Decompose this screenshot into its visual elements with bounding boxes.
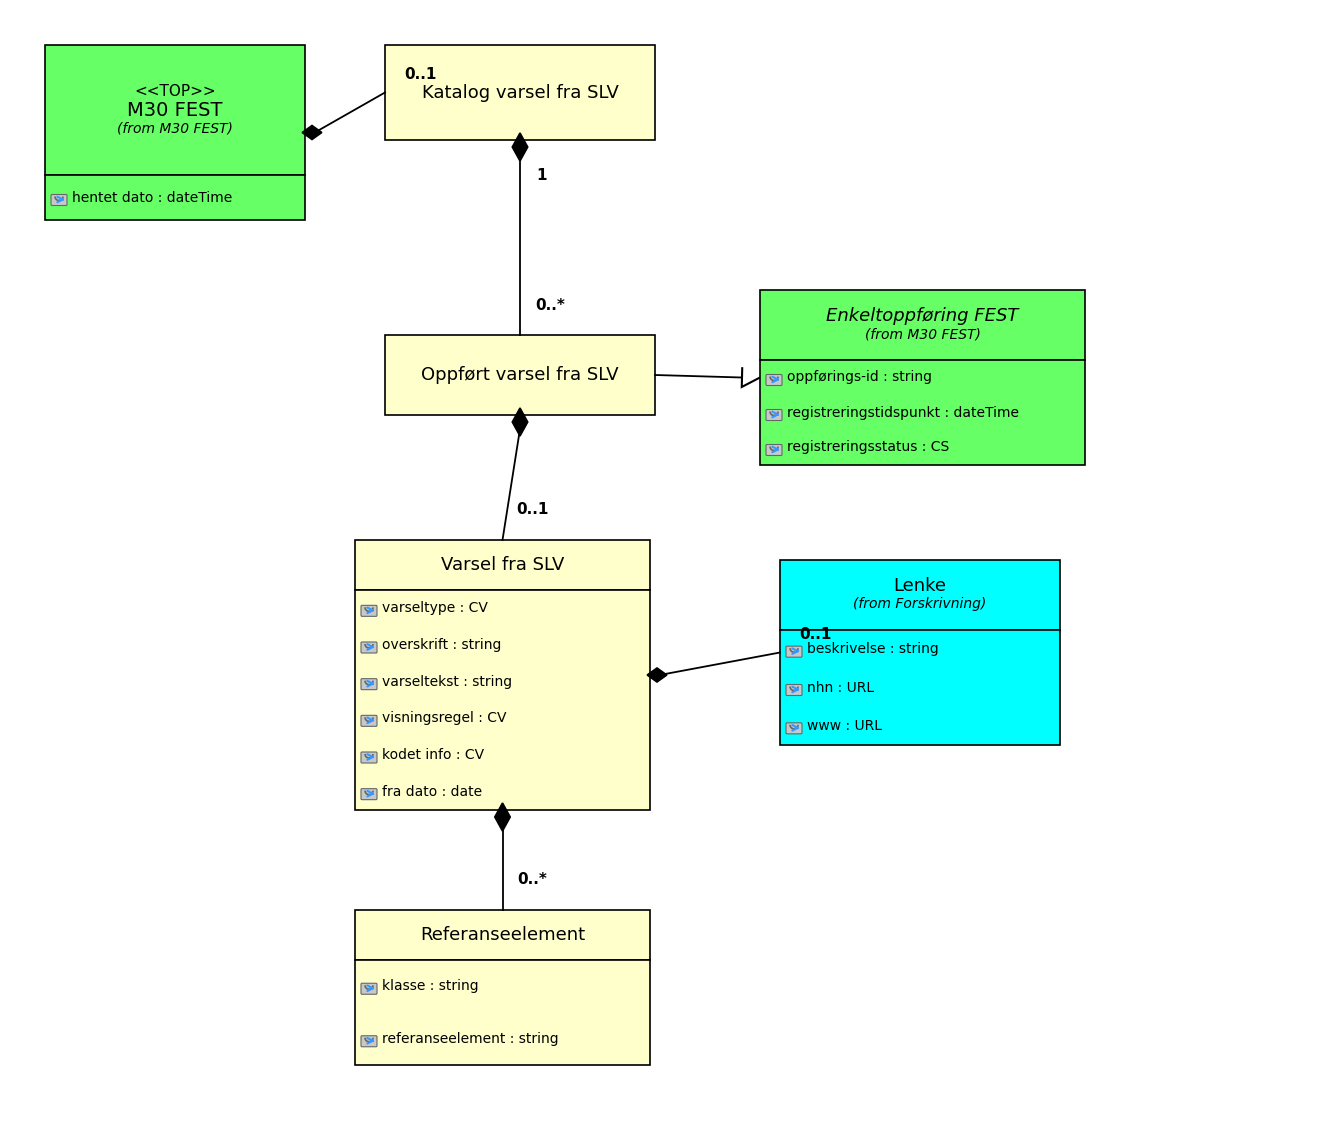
Text: M30 FEST: M30 FEST [127, 101, 223, 120]
FancyBboxPatch shape [361, 605, 377, 617]
Text: 0..*: 0..* [517, 872, 547, 888]
Text: registreringsstatus : CS: registreringsstatus : CS [787, 441, 949, 454]
Text: 1: 1 [536, 167, 547, 183]
Bar [385, 335, 655, 415]
FancyBboxPatch shape [766, 409, 782, 420]
Bar [356, 910, 650, 960]
Text: Referanseelement: Referanseelement [420, 926, 586, 944]
Text: fra dato : date: fra dato : date [382, 785, 483, 798]
FancyBboxPatch shape [786, 685, 802, 695]
FancyBboxPatch shape [786, 723, 802, 734]
Text: overskrift : string: overskrift : string [382, 638, 501, 652]
Polygon shape [512, 408, 528, 436]
Text: nhn : URL: nhn : URL [808, 680, 874, 695]
Text: (from M30 FEST): (from M30 FEST) [865, 327, 980, 341]
FancyBboxPatch shape [786, 646, 802, 657]
Bar [356, 540, 650, 590]
FancyBboxPatch shape [361, 715, 377, 726]
Bar [759, 360, 1086, 465]
Text: 0..1: 0..1 [798, 627, 832, 642]
FancyBboxPatch shape [51, 195, 67, 205]
Text: <<TOP>>: <<TOP>> [134, 84, 215, 100]
Text: visningsregel : CV: visningsregel : CV [382, 712, 507, 725]
Text: (from M30 FEST): (from M30 FEST) [118, 121, 233, 135]
Bar [45, 45, 305, 175]
FancyBboxPatch shape [361, 789, 377, 799]
Polygon shape [495, 803, 511, 831]
FancyBboxPatch shape [766, 445, 782, 455]
FancyBboxPatch shape [361, 752, 377, 763]
Text: 0..1: 0..1 [404, 67, 436, 82]
Text: kodet info : CV: kodet info : CV [382, 748, 484, 762]
Text: varseltekst : string: varseltekst : string [382, 675, 512, 688]
Bar [759, 290, 1086, 360]
Bar [356, 960, 650, 1065]
Text: hentet dato : dateTime: hentet dato : dateTime [72, 191, 233, 204]
Text: Enkeltoppføring FEST: Enkeltoppføring FEST [826, 307, 1019, 325]
Text: oppførings-id : string: oppførings-id : string [787, 371, 932, 385]
Text: Varsel fra SLV: Varsel fra SLV [441, 556, 564, 574]
Text: beskrivelse : string: beskrivelse : string [808, 642, 939, 656]
FancyBboxPatch shape [361, 642, 377, 654]
Text: Katalog varsel fra SLV: Katalog varsel fra SLV [421, 83, 619, 102]
Polygon shape [647, 668, 667, 682]
Bar [779, 560, 1060, 630]
Text: Lenke: Lenke [893, 577, 947, 595]
Text: klasse : string: klasse : string [382, 980, 479, 993]
Polygon shape [512, 133, 528, 161]
Text: Oppført varsel fra SLV: Oppført varsel fra SLV [421, 365, 619, 385]
Bar [356, 590, 650, 810]
Bar [45, 175, 305, 220]
FancyBboxPatch shape [766, 374, 782, 386]
FancyBboxPatch shape [361, 1036, 377, 1047]
FancyBboxPatch shape [361, 983, 377, 994]
Bar [779, 630, 1060, 745]
Bar [385, 45, 655, 140]
Polygon shape [302, 126, 322, 139]
Text: registreringstidspunkt : dateTime: registreringstidspunkt : dateTime [787, 406, 1019, 419]
Text: (from Forskrivning): (from Forskrivning) [853, 597, 987, 611]
FancyBboxPatch shape [361, 678, 377, 689]
Text: 0..*: 0..* [535, 297, 566, 313]
Text: referanseelement : string: referanseelement : string [382, 1031, 559, 1046]
Text: 0..1: 0..1 [516, 502, 548, 518]
Text: www : URL: www : URL [808, 719, 882, 733]
Text: varseltype : CV: varseltype : CV [382, 601, 488, 615]
